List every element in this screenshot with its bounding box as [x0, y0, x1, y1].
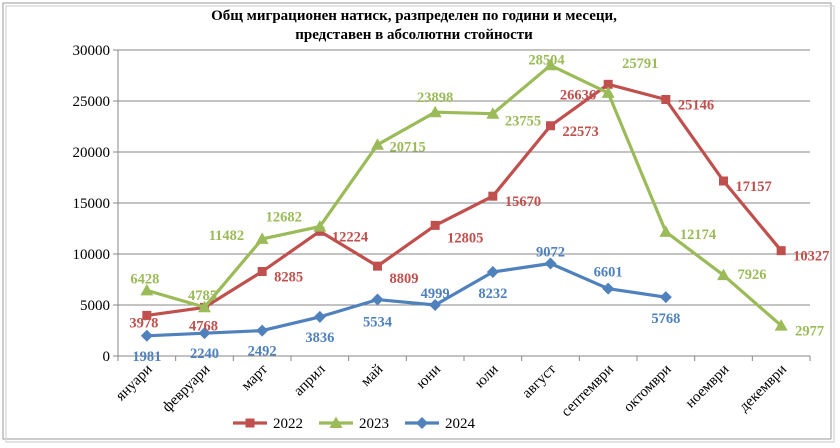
marker-square — [257, 266, 267, 276]
marker-square — [430, 220, 440, 230]
marker-diamond — [371, 293, 384, 306]
chart-title-line-2: представен в абсолютни стойности — [295, 27, 533, 43]
series-lines — [140, 58, 788, 342]
data-label-2022: 8809 — [390, 271, 419, 287]
y-tick-label: 5000 — [80, 298, 110, 314]
data-label-2024: 2492 — [248, 344, 277, 360]
data-label-2023: 23898 — [417, 90, 453, 106]
marker-triangle — [329, 416, 343, 428]
marker-triangle — [774, 319, 788, 331]
y-tick-label: 25000 — [73, 94, 111, 110]
data-labels: 3978 4768 8285 12224 8809 12805 15670 22573 2663… — [129, 52, 829, 365]
series-line-2024 — [146, 261, 667, 338]
marker-square — [776, 246, 786, 256]
marker-square — [373, 261, 382, 271]
data-label-2023: 11482 — [209, 228, 244, 244]
data-label-2022: 25146 — [678, 98, 714, 114]
data-label-2024: 5534 — [363, 315, 392, 331]
marker-triangle — [140, 283, 154, 296]
chart-title-line-1: Общ миграционен натиск, разпределен по г… — [211, 8, 617, 24]
data-label-2023: 20715 — [390, 140, 426, 156]
marker-diamond — [602, 282, 615, 295]
marker-triangle — [255, 232, 269, 244]
data-label-2023: 12174 — [680, 227, 716, 243]
marker-diamond — [659, 291, 672, 304]
data-label-2024: 9072 — [536, 244, 565, 260]
y-tick-label: 0 — [103, 349, 111, 365]
marker-square — [603, 79, 613, 89]
data-label-2023: 6428 — [130, 271, 159, 287]
data-label-2023: 25791 — [622, 56, 658, 72]
marker-triangle — [659, 225, 673, 237]
data-label-2022: 4768 — [189, 318, 218, 334]
marker-triangle — [198, 300, 211, 313]
y-tick-label: 30000 — [73, 43, 111, 59]
marker-square — [661, 95, 671, 105]
marker-triangle — [371, 138, 384, 150]
marker-triangle — [717, 268, 730, 281]
marker-square — [245, 418, 255, 428]
marker-diamond — [486, 266, 499, 279]
data-label-2022: 17157 — [736, 179, 772, 195]
data-label-2022: 10327 — [793, 249, 829, 265]
y-tick-label: 20000 — [73, 145, 111, 161]
data-label-2024: 5768 — [651, 311, 680, 327]
data-label-2023: 7926 — [738, 267, 767, 283]
legend-label-2023: 2023 — [359, 416, 389, 432]
data-label-2023: 12682 — [266, 210, 302, 226]
marker-diamond — [256, 324, 269, 337]
data-label-2022: 12224 — [332, 229, 368, 245]
data-label-2024: 3836 — [305, 330, 334, 346]
data-label-2024: 6601 — [594, 265, 623, 281]
series-line-2022 — [146, 82, 783, 317]
marker-square — [142, 310, 152, 320]
data-label-2022: 22573 — [563, 124, 599, 140]
marker-diamond — [140, 329, 153, 342]
marker-diamond — [198, 327, 211, 340]
marker-triangle — [313, 220, 327, 232]
data-label-2024: 2240 — [190, 346, 219, 362]
legend-label-2024: 2024 — [445, 416, 476, 432]
marker-triangle — [601, 86, 615, 98]
marker-square — [546, 121, 555, 131]
data-label-2023: 23755 — [505, 114, 541, 130]
y-tick-label: 10000 — [73, 247, 111, 263]
data-label-2024: 4999 — [421, 286, 450, 302]
data-label-2024: 1981 — [132, 349, 161, 365]
data-label-2022: 15670 — [505, 194, 541, 210]
series-line-2023 — [146, 63, 783, 327]
data-label-2022: 3978 — [129, 315, 158, 331]
data-label-2023: 2977 — [795, 324, 824, 340]
marker-diamond — [429, 299, 442, 312]
data-label-2022: 8285 — [274, 269, 303, 285]
marker-triangle — [544, 58, 557, 71]
data-label-2022: 12805 — [447, 230, 483, 246]
y-tick-label: 15000 — [73, 196, 111, 212]
marker-square — [719, 176, 728, 186]
legend: 2022 2023 2024 — [233, 416, 476, 432]
data-label-2022: 26636 — [560, 87, 596, 103]
legend-label-2022: 2022 — [273, 416, 303, 432]
marker-square — [488, 191, 498, 201]
marker-diamond — [544, 257, 557, 270]
marker-triangle — [486, 107, 500, 119]
data-label-2023: 28504 — [528, 52, 564, 68]
marker-triangle — [428, 105, 442, 118]
data-label-2024: 8232 — [478, 286, 507, 302]
marker-diamond — [313, 310, 326, 323]
marker-diamond — [416, 417, 428, 429]
data-label-2023: 4785 — [188, 288, 217, 304]
